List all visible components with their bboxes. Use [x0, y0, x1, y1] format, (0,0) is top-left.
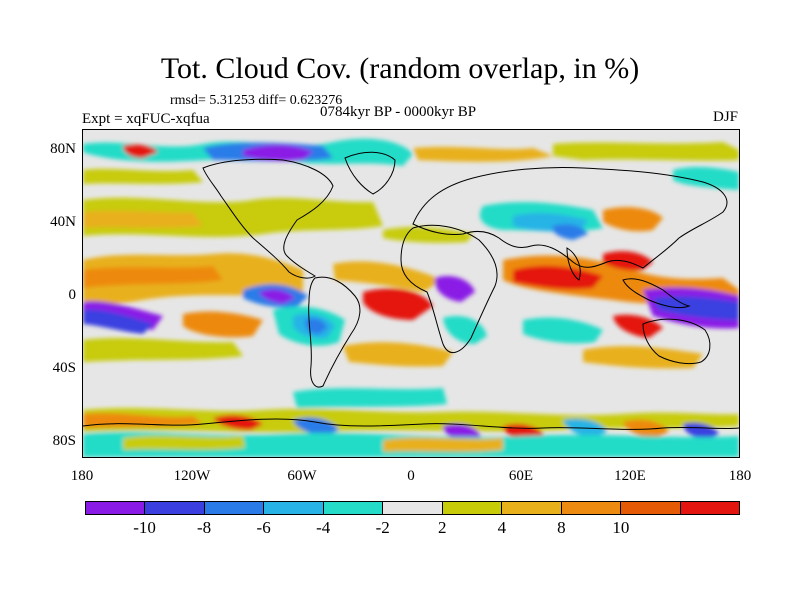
- colorbar: [85, 501, 740, 515]
- eurasia-coast: [412, 166, 728, 269]
- coastlines: [83, 151, 739, 430]
- colorbar-swatch: [621, 502, 681, 514]
- colorbar-swatch: [680, 502, 739, 514]
- lat-label-0: 0: [68, 287, 77, 303]
- lat-label-80s: 80S: [52, 433, 76, 449]
- north-america-coast: [202, 158, 334, 279]
- africa-coast: [400, 224, 498, 353]
- experiment-label: Expt = xqFUC-xqfua: [82, 111, 210, 127]
- lon-label-0: 0: [407, 468, 415, 484]
- south-america-coast: [308, 276, 361, 388]
- southeast-asia-coast: [622, 278, 691, 309]
- colorbar-swatch: [145, 502, 205, 514]
- map-plot: [82, 129, 740, 458]
- colorbar-swatch: [561, 502, 622, 514]
- antarctica-coast: [83, 418, 739, 430]
- lat-label-80n: 80N: [50, 141, 76, 157]
- map-title: Tot. Cloud Cov. (random overlap, in %): [160, 52, 640, 85]
- india-coast: [566, 247, 581, 281]
- colorbar-swatch: [204, 502, 265, 514]
- colorbar-label: -4: [316, 518, 331, 537]
- colorbar-label: 4: [497, 518, 507, 537]
- australia-coast: [642, 318, 711, 365]
- lon-label-180e: 180: [728, 468, 752, 484]
- colorbar-swatch: [264, 502, 324, 514]
- colorbar-label: -10: [133, 518, 156, 537]
- colorbar-swatch: [86, 502, 146, 514]
- lon-label-120e: 120E: [614, 468, 646, 484]
- colorbar-label: -2: [375, 518, 390, 537]
- colorbar-label: -6: [256, 518, 271, 537]
- colorbar-swatch: [502, 502, 562, 514]
- season-label: DJF: [713, 109, 739, 125]
- colorbar-label: 10: [612, 518, 630, 537]
- colorbar-label: -8: [196, 518, 212, 537]
- period-label: 0784kyr BP - 0000kyr BP: [320, 104, 477, 120]
- lon-label-60e: 60E: [508, 468, 534, 484]
- stats-text: rmsd= 5.31253 diff= 0.623276: [170, 93, 343, 108]
- colorbar-swatch: [383, 502, 443, 514]
- lat-label-40n: 40N: [50, 214, 76, 230]
- greenland-coast: [344, 151, 396, 195]
- lon-label-120w: 120W: [173, 468, 211, 484]
- lon-label-60w: 60W: [287, 468, 317, 484]
- colorbar-swatch: [442, 502, 503, 514]
- lat-label-40s: 40S: [52, 360, 76, 376]
- anomaly-field: [83, 138, 739, 457]
- colorbar-label: 8: [557, 518, 566, 537]
- lon-label-180w: 180: [70, 468, 94, 484]
- map-svg: [83, 138, 739, 457]
- colorbar-swatch: [323, 502, 384, 514]
- colorbar-label: 2: [438, 518, 447, 537]
